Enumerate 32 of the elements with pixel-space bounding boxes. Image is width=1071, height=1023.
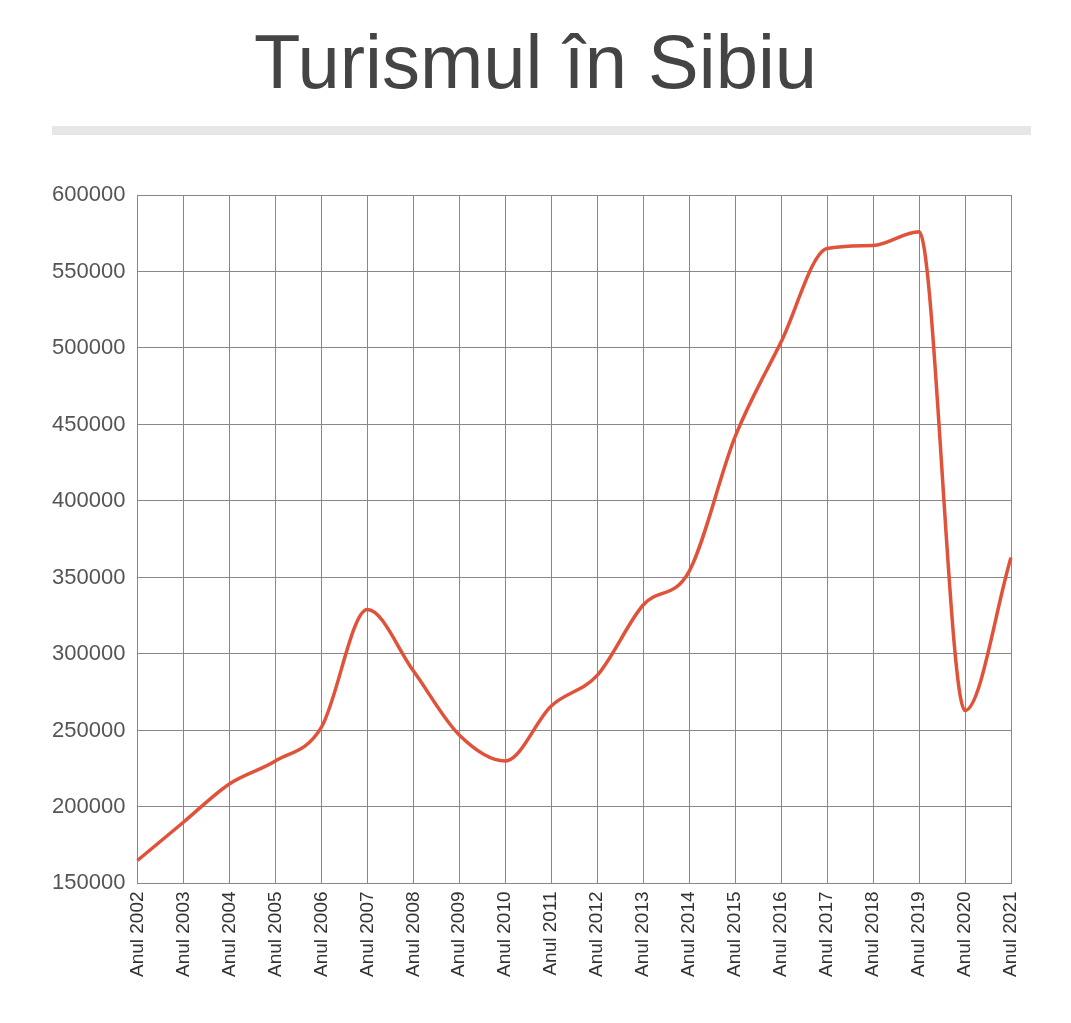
x-tick-label: Anul 2008 (401, 891, 423, 977)
x-tick-label: Anul 2018 (861, 891, 883, 977)
line-series (135, 229, 1013, 863)
x-tick-label: Anul 2009 (447, 891, 469, 977)
y-tick-label: 350000 (51, 563, 126, 589)
y-tick-label: 250000 (51, 716, 126, 742)
x-tick-label: Anul 2012 (585, 891, 607, 977)
chart-title: Turismul în Sibiu (252, 18, 819, 106)
y-tick-label: 200000 (51, 793, 126, 818)
x-tick-label: Anul 2020 (953, 891, 975, 977)
x-tick-label: Anul 2021 (999, 891, 1021, 977)
y-tick-label: 300000 (51, 640, 126, 666)
y-tick-label: 600000 (51, 181, 126, 207)
y-tick-label: 400000 (51, 487, 126, 513)
x-tick-label: Anul 2015 (723, 891, 745, 977)
x-tick-label: Anul 2004 (217, 891, 239, 977)
x-tick-label: Anul 2007 (355, 891, 377, 977)
x-tick-label: Anul 2019 (907, 891, 929, 977)
x-tick-label: Anul 2003 (171, 891, 193, 977)
x-tick-label: Anul 2014 (677, 891, 699, 977)
x-tick-label: Anul 2010 (493, 891, 515, 977)
x-tick-label: Anul 2005 (263, 891, 285, 977)
x-tick-label: Anul 2016 (769, 891, 791, 977)
x-tick-label: Anul 2011 (539, 891, 561, 976)
x-tick-label: Anul 2006 (309, 891, 331, 977)
y-tick-label: 550000 (51, 257, 126, 283)
x-tick-label: Anul 2017 (815, 891, 837, 977)
y-tick-label: 500000 (51, 334, 126, 360)
x-tick-label: Anul 2002 (125, 891, 147, 977)
x-tick-label: Anul 2013 (631, 891, 653, 977)
y-tick-label: 450000 (51, 410, 126, 436)
y-tick-label: 150000 (51, 869, 126, 895)
